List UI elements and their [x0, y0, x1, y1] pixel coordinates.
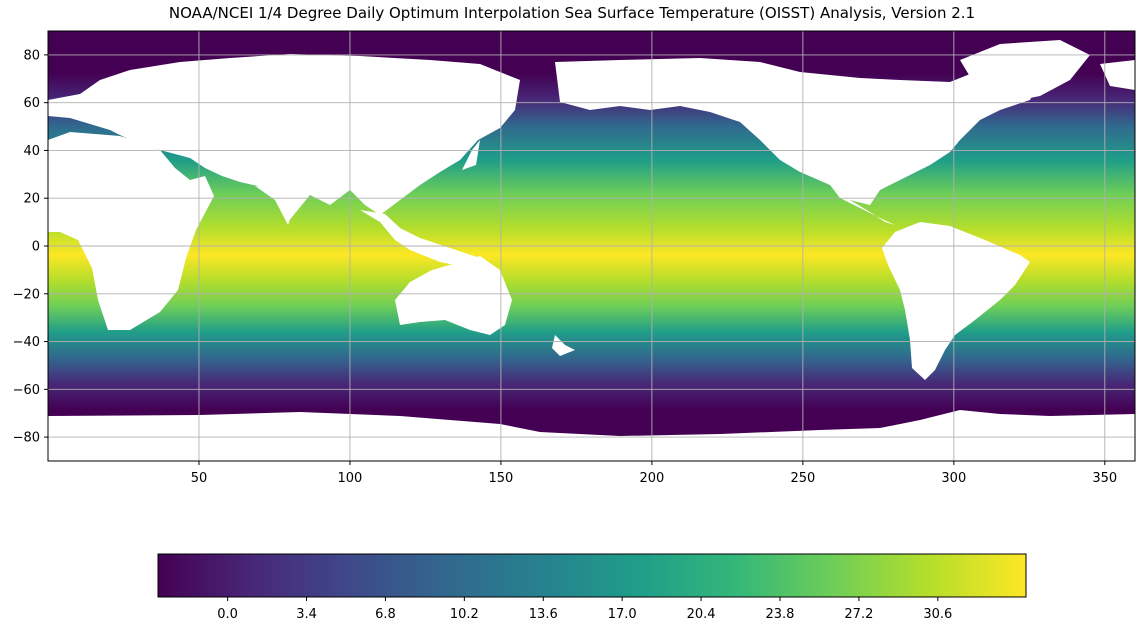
land-north-america [555, 58, 1040, 205]
x-tick-label: 100 [338, 471, 363, 486]
y-axis: 80 60 40 20 0 −20 −40 −60 −80 [13, 48, 48, 446]
y-tick-label: 40 [23, 144, 40, 159]
x-tick-label: 200 [639, 471, 664, 486]
land-eurasia [48, 54, 520, 222]
y-tick-label: −20 [13, 287, 40, 302]
y-tick-label: 0 [32, 240, 40, 255]
y-tick-label: −60 [13, 383, 40, 398]
y-tick-label: 60 [23, 96, 40, 111]
colorbar-tick-label: 20.4 [687, 607, 716, 622]
y-tick-label: 80 [23, 48, 40, 63]
land-australia [395, 256, 512, 335]
x-tick-label: 300 [941, 471, 966, 486]
colorbar-ticks: 0.0 3.4 6.8 10.2 13.6 17.0 20.4 23.8 27.2 30.6 [217, 597, 952, 622]
y-tick-label: −40 [13, 335, 40, 350]
y-tick-label: −80 [13, 431, 40, 446]
land-antarctica [48, 410, 1135, 461]
colorbar-tick-label: 17.0 [608, 607, 637, 622]
map-title: NOAA/NCEI 1/4 Degree Daily Optimum Inter… [168, 4, 976, 22]
colorbar-tick-label: 3.4 [296, 607, 317, 622]
land-arctic-islands [1100, 60, 1135, 90]
x-tick-label: 250 [790, 471, 815, 486]
x-tick-label: 150 [489, 471, 514, 486]
colorbar-tick-label: 13.6 [529, 607, 558, 622]
x-tick-label: 350 [1092, 471, 1117, 486]
colorbar [157, 553, 1027, 598]
land-greenland [960, 40, 1090, 102]
colorbar-tick-label: 6.8 [375, 607, 396, 622]
colorbar-tick-label: 23.8 [766, 607, 795, 622]
land-japan [462, 140, 480, 170]
grid-lines [48, 31, 1135, 461]
land-india [255, 186, 300, 225]
x-tick-label: 50 [191, 471, 208, 486]
land-masses [48, 40, 1135, 461]
y-tick-label: 20 [23, 192, 40, 207]
x-axis: 50 100 150 200 250 300 350 [191, 461, 1117, 486]
colorbar-tick-label: 0.0 [217, 607, 238, 622]
colorbar-tick-label: 27.2 [844, 607, 873, 622]
land-maritime-asia [360, 210, 480, 268]
land-new-zealand [552, 335, 575, 356]
colorbar-tick-label: 30.6 [923, 607, 952, 622]
colorbar-tick-label: 10.2 [450, 607, 479, 622]
land-africa [48, 132, 214, 330]
map-area [48, 31, 1135, 461]
land-south-america [882, 222, 1030, 380]
